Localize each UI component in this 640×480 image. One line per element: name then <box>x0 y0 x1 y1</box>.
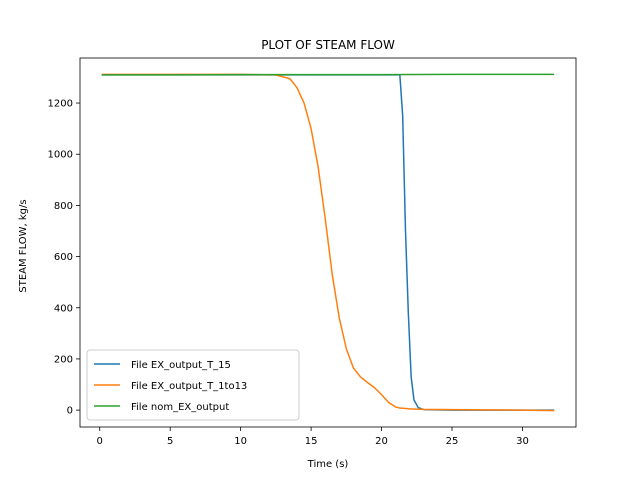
legend: File EX_output_T_15 File EX_output_T_1to1… <box>86 349 300 421</box>
x-axis-label: Time (s) <box>307 459 349 470</box>
series-line-3 <box>101 73 555 76</box>
x-tick-label: 15 <box>305 436 318 447</box>
series-line-2 <box>101 73 555 412</box>
x-tick-label: 30 <box>516 436 529 447</box>
y-axis-ticks: 0 200 400 600 800 1000 1200 <box>48 99 80 417</box>
y-tick-label: 400 <box>54 303 73 314</box>
x-tick-label: 5 <box>167 436 173 447</box>
chart-title: PLOT OF STEAM FLOW <box>261 38 395 52</box>
y-tick-label: 800 <box>54 201 73 212</box>
x-tick-label: 20 <box>375 436 388 447</box>
y-tick-label: 1000 <box>48 150 73 161</box>
y-tick-label: 0 <box>67 406 73 417</box>
x-tick-label: 10 <box>234 436 247 447</box>
x-tick-label: 0 <box>97 436 103 447</box>
plot-area <box>79 57 577 428</box>
legend-label-2: File EX_output_T_1to13 <box>131 381 247 392</box>
legend-label-3: File nom_EX_output <box>131 402 229 413</box>
x-tick-label: 25 <box>446 436 459 447</box>
series-lines <box>101 73 555 412</box>
legend-label-1: File EX_output_T_15 <box>131 360 231 371</box>
y-axis-label: STEAM FLOW, kg/s <box>18 199 29 292</box>
x-axis-ticks: 0 5 10 15 20 25 30 <box>97 427 529 447</box>
y-tick-label: 600 <box>54 252 73 263</box>
y-tick-label: 1200 <box>48 99 73 110</box>
y-tick-label: 200 <box>54 354 73 365</box>
plot-frame <box>79 57 577 428</box>
legend-box <box>86 349 300 421</box>
